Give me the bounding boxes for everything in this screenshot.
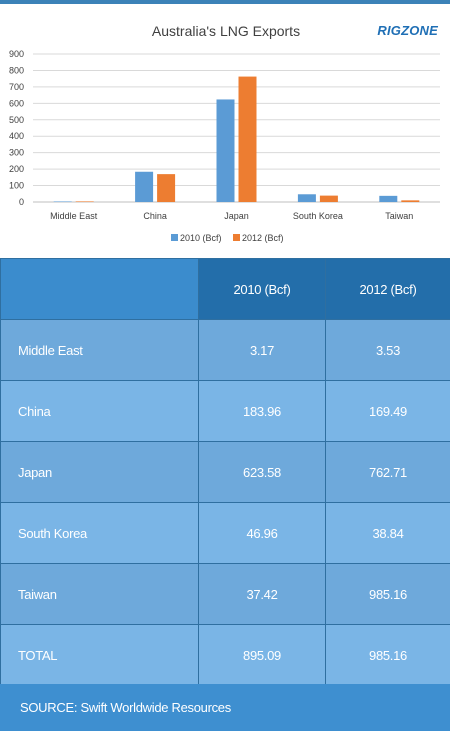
table-row: Japan 623.58 762.71 xyxy=(0,441,450,503)
exports-table-panel: 2010 (Bcf) 2012 (Bcf) Middle East 3.17 3… xyxy=(0,258,450,686)
x-tick-label: South Korea xyxy=(293,211,343,221)
value-2010: 37.42 xyxy=(198,563,326,625)
y-tick-label: 500 xyxy=(9,115,24,125)
y-tick-label: 700 xyxy=(9,82,24,92)
y-tick-label: 900 xyxy=(9,49,24,59)
bar-2012 xyxy=(157,174,176,202)
bar-2010 xyxy=(379,195,398,202)
value-2010: 3.17 xyxy=(198,319,326,381)
table-row: Middle East 3.17 3.53 xyxy=(0,319,450,381)
legend-label: 2010 (Bcf) xyxy=(180,233,222,243)
x-tick-label: China xyxy=(143,211,167,221)
header-cell-blank xyxy=(0,258,199,320)
bar-2010 xyxy=(297,194,316,202)
chart-title: Australia's LNG Exports xyxy=(152,23,300,39)
chart-panel: Australia's LNG Exports 0 100 200 300 400 500… xyxy=(0,0,450,258)
header-cell-2012: 2012 (Bcf) xyxy=(325,258,450,320)
rigzone-logo: RIGZONE xyxy=(377,23,438,38)
row-label: Middle East xyxy=(0,319,199,381)
table-row-total: TOTAL 895.09 985.16 xyxy=(0,624,450,686)
legend-swatch xyxy=(233,234,240,241)
value-2012: 3.53 xyxy=(325,319,450,381)
value-2012: 985.16 xyxy=(325,624,450,686)
value-2010: 183.96 xyxy=(198,380,326,442)
bar-2012 xyxy=(319,195,338,202)
y-tick-label: 600 xyxy=(9,98,24,108)
y-tick-label: 200 xyxy=(9,164,24,174)
y-tick-label: 400 xyxy=(9,131,24,141)
bar-2012 xyxy=(238,76,257,202)
bar-2010 xyxy=(53,201,72,202)
table-row: South Korea 46.96 38.84 xyxy=(0,502,450,564)
y-tick-label: 300 xyxy=(9,148,24,158)
value-2012: 985.16 xyxy=(325,563,450,625)
value-2010: 46.96 xyxy=(198,502,326,564)
x-tick-label: Middle East xyxy=(50,211,98,221)
row-label: China xyxy=(0,380,199,442)
y-tick-label: 800 xyxy=(9,65,24,75)
row-label: South Korea xyxy=(0,502,199,564)
value-2012: 38.84 xyxy=(325,502,450,564)
source-note: SOURCE: Swift Worldwide Resources xyxy=(0,684,450,731)
y-tick-label: 100 xyxy=(9,181,24,191)
header-cell-2010: 2010 (Bcf) xyxy=(198,258,326,320)
row-label: Japan xyxy=(0,441,199,503)
table-row: China 183.96 169.49 xyxy=(0,380,450,442)
value-2012: 762.71 xyxy=(325,441,450,503)
bar-chart: Australia's LNG Exports 0 100 200 300 400 500… xyxy=(9,23,440,243)
table-header-row: 2010 (Bcf) 2012 (Bcf) xyxy=(0,258,450,320)
bar-2012 xyxy=(75,201,94,202)
legend-label: 2012 (Bcf) xyxy=(242,233,284,243)
table-row: Taiwan 37.42 985.16 xyxy=(0,563,450,625)
x-tick-label: Japan xyxy=(224,211,249,221)
value-2010: 623.58 xyxy=(198,441,326,503)
bar-2012 xyxy=(401,200,420,202)
value-2010: 895.09 xyxy=(198,624,326,686)
legend-swatch xyxy=(171,234,178,241)
bar-2010 xyxy=(135,171,154,202)
x-tick-label: Taiwan xyxy=(385,211,413,221)
y-tick-label: 0 xyxy=(19,197,24,207)
value-2012: 169.49 xyxy=(325,380,450,442)
row-label: TOTAL xyxy=(0,624,199,686)
row-label: Taiwan xyxy=(0,563,199,625)
exports-table: 2010 (Bcf) 2012 (Bcf) Middle East 3.17 3… xyxy=(0,258,450,686)
bar-2010 xyxy=(216,99,235,202)
